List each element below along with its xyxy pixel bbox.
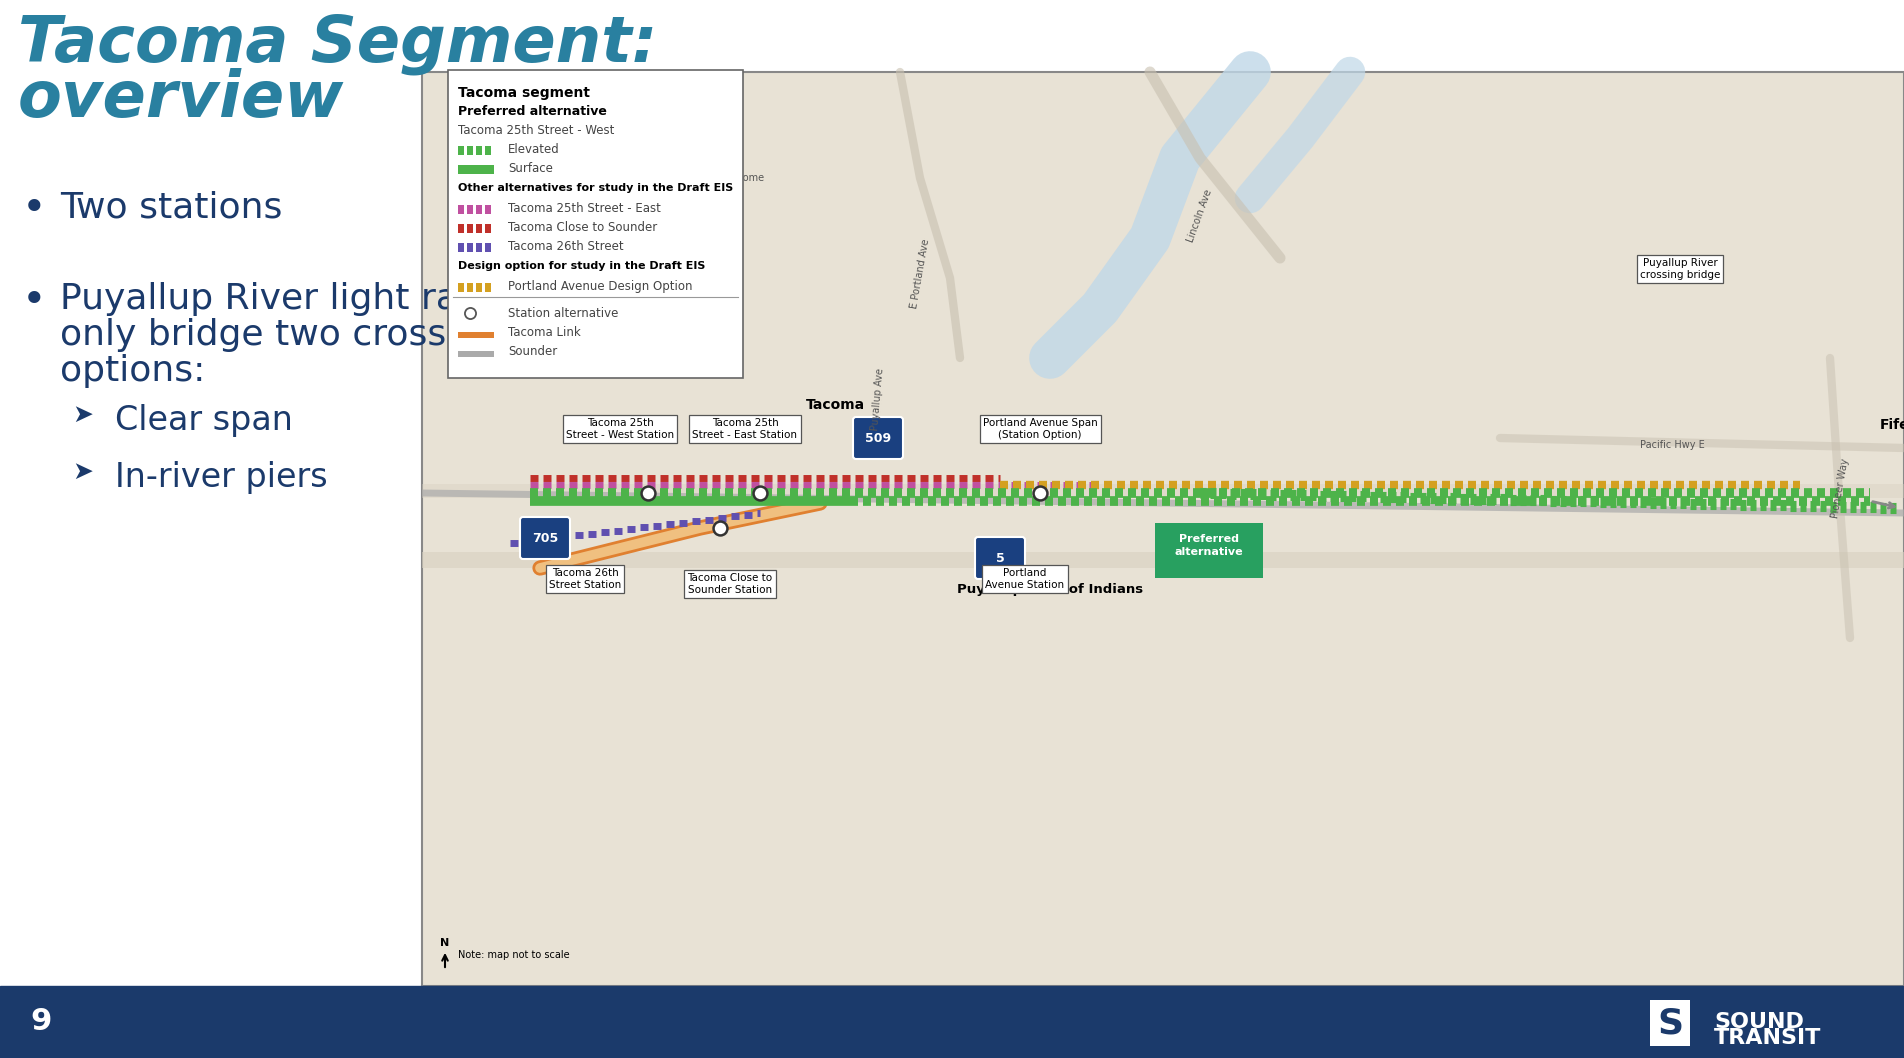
Text: Two stations: Two stations	[61, 190, 282, 224]
Bar	[459, 332, 493, 338]
Bar	[486, 146, 491, 156]
Text: 705: 705	[531, 531, 558, 545]
Text: Station alternative: Station alternative	[508, 307, 619, 320]
Bar	[486, 224, 491, 233]
Text: TRANSIT: TRANSIT	[1714, 1028, 1822, 1048]
Text: Puyallup River light rail-: Puyallup River light rail-	[61, 282, 491, 316]
Text: Tacoma Close to
Sounder Station: Tacoma Close to Sounder Station	[687, 573, 773, 595]
Text: ➤: ➤	[72, 403, 93, 427]
Text: Portland Avenue Design Option: Portland Avenue Design Option	[508, 280, 693, 293]
Text: Tacoma Close to Sounder: Tacoma Close to Sounder	[508, 221, 657, 234]
Text: options:: options:	[61, 354, 206, 388]
Text: Tacoma 25th Street - East: Tacoma 25th Street - East	[508, 202, 661, 215]
Text: SOUND: SOUND	[1714, 1013, 1803, 1032]
Text: Puyallup Ave: Puyallup Ave	[870, 368, 885, 432]
Bar	[423, 72, 1904, 986]
Text: Tacoma 26th
Street Station: Tacoma 26th Street Station	[548, 568, 621, 589]
Text: Other alternatives for study in the Draft EIS: Other alternatives for study in the Draf…	[459, 183, 733, 193]
Text: Fife: Fife	[1879, 418, 1904, 432]
Text: Puyallup Tribe of Indians: Puyallup Tribe of Indians	[958, 583, 1142, 596]
Text: Elevated: Elevated	[508, 143, 560, 156]
Text: Note: map not to scale: Note: map not to scale	[459, 950, 569, 960]
Bar	[476, 205, 482, 214]
Text: 509: 509	[864, 432, 891, 444]
Text: only bridge two crossing: only bridge two crossing	[61, 318, 503, 352]
Text: Tacoma Link: Tacoma Link	[508, 326, 581, 339]
Text: Surface: Surface	[508, 162, 552, 175]
Bar	[423, 552, 1904, 568]
Bar	[459, 205, 465, 214]
Bar	[466, 224, 472, 233]
Text: Portland
Avenue Station: Portland Avenue Station	[986, 568, 1064, 589]
Text: Tacoma: Tacoma	[805, 398, 864, 412]
Text: Tacoma 25th Street - West: Tacoma 25th Street - West	[459, 124, 615, 136]
Text: 9: 9	[30, 1007, 51, 1037]
Bar	[486, 205, 491, 214]
Bar	[466, 146, 472, 156]
Text: Tacoma Dome: Tacoma Dome	[695, 174, 765, 183]
Text: overview: overview	[17, 68, 345, 130]
Text: In-river piers: In-river piers	[114, 461, 327, 494]
Bar	[459, 146, 465, 156]
Text: ➤: ➤	[72, 460, 93, 484]
Bar	[466, 282, 472, 292]
Bar	[486, 282, 491, 292]
Bar	[1651, 1000, 1691, 1046]
Text: Lincoln Ave: Lincoln Ave	[1186, 188, 1215, 243]
Text: 5: 5	[996, 551, 1005, 565]
Text: Tacoma 26th Street: Tacoma 26th Street	[508, 240, 625, 253]
Text: Tacoma 25th
Street - West Station: Tacoma 25th Street - West Station	[565, 418, 674, 440]
Text: Clear span: Clear span	[114, 404, 293, 437]
FancyBboxPatch shape	[853, 417, 902, 459]
Bar	[447, 70, 743, 378]
Bar	[1156, 523, 1262, 578]
Bar	[459, 165, 493, 174]
Text: •: •	[23, 188, 46, 230]
Bar	[459, 224, 465, 233]
Text: Pioneer Way: Pioneer Way	[1830, 458, 1851, 519]
Bar	[423, 484, 1904, 498]
Bar	[476, 146, 482, 156]
Text: Puyallup River
crossing bridge: Puyallup River crossing bridge	[1639, 258, 1719, 279]
Text: Sounder: Sounder	[508, 345, 558, 358]
Text: Preferred alternative: Preferred alternative	[459, 105, 607, 118]
Text: Design option for study in the Draft EIS: Design option for study in the Draft EIS	[459, 261, 704, 271]
Bar	[0, 986, 1904, 1058]
Text: Portland Avenue Span
(Station Option): Portland Avenue Span (Station Option)	[982, 418, 1097, 440]
Text: N: N	[440, 938, 449, 948]
Text: E Portland Ave: E Portland Ave	[908, 238, 931, 309]
FancyBboxPatch shape	[975, 537, 1024, 579]
Text: McKinley Way: McKinley Way	[655, 229, 724, 248]
Bar	[466, 205, 472, 214]
Text: Tacoma Segment:: Tacoma Segment:	[17, 13, 657, 75]
Text: Tacoma 25th
Street - East Station: Tacoma 25th Street - East Station	[693, 418, 798, 440]
Bar	[459, 243, 465, 252]
Bar	[486, 243, 491, 252]
Text: •: •	[23, 280, 46, 322]
Bar	[476, 282, 482, 292]
Bar	[466, 243, 472, 252]
FancyBboxPatch shape	[520, 517, 569, 559]
Bar	[476, 224, 482, 233]
Bar	[459, 282, 465, 292]
Text: Tacoma segment: Tacoma segment	[459, 86, 590, 101]
Text: S: S	[1656, 1006, 1683, 1040]
Bar	[476, 243, 482, 252]
Text: Preferred
alternative: Preferred alternative	[1175, 534, 1243, 557]
Text: Pacific Hwy E: Pacific Hwy E	[1639, 440, 1704, 450]
Bar	[459, 351, 493, 357]
